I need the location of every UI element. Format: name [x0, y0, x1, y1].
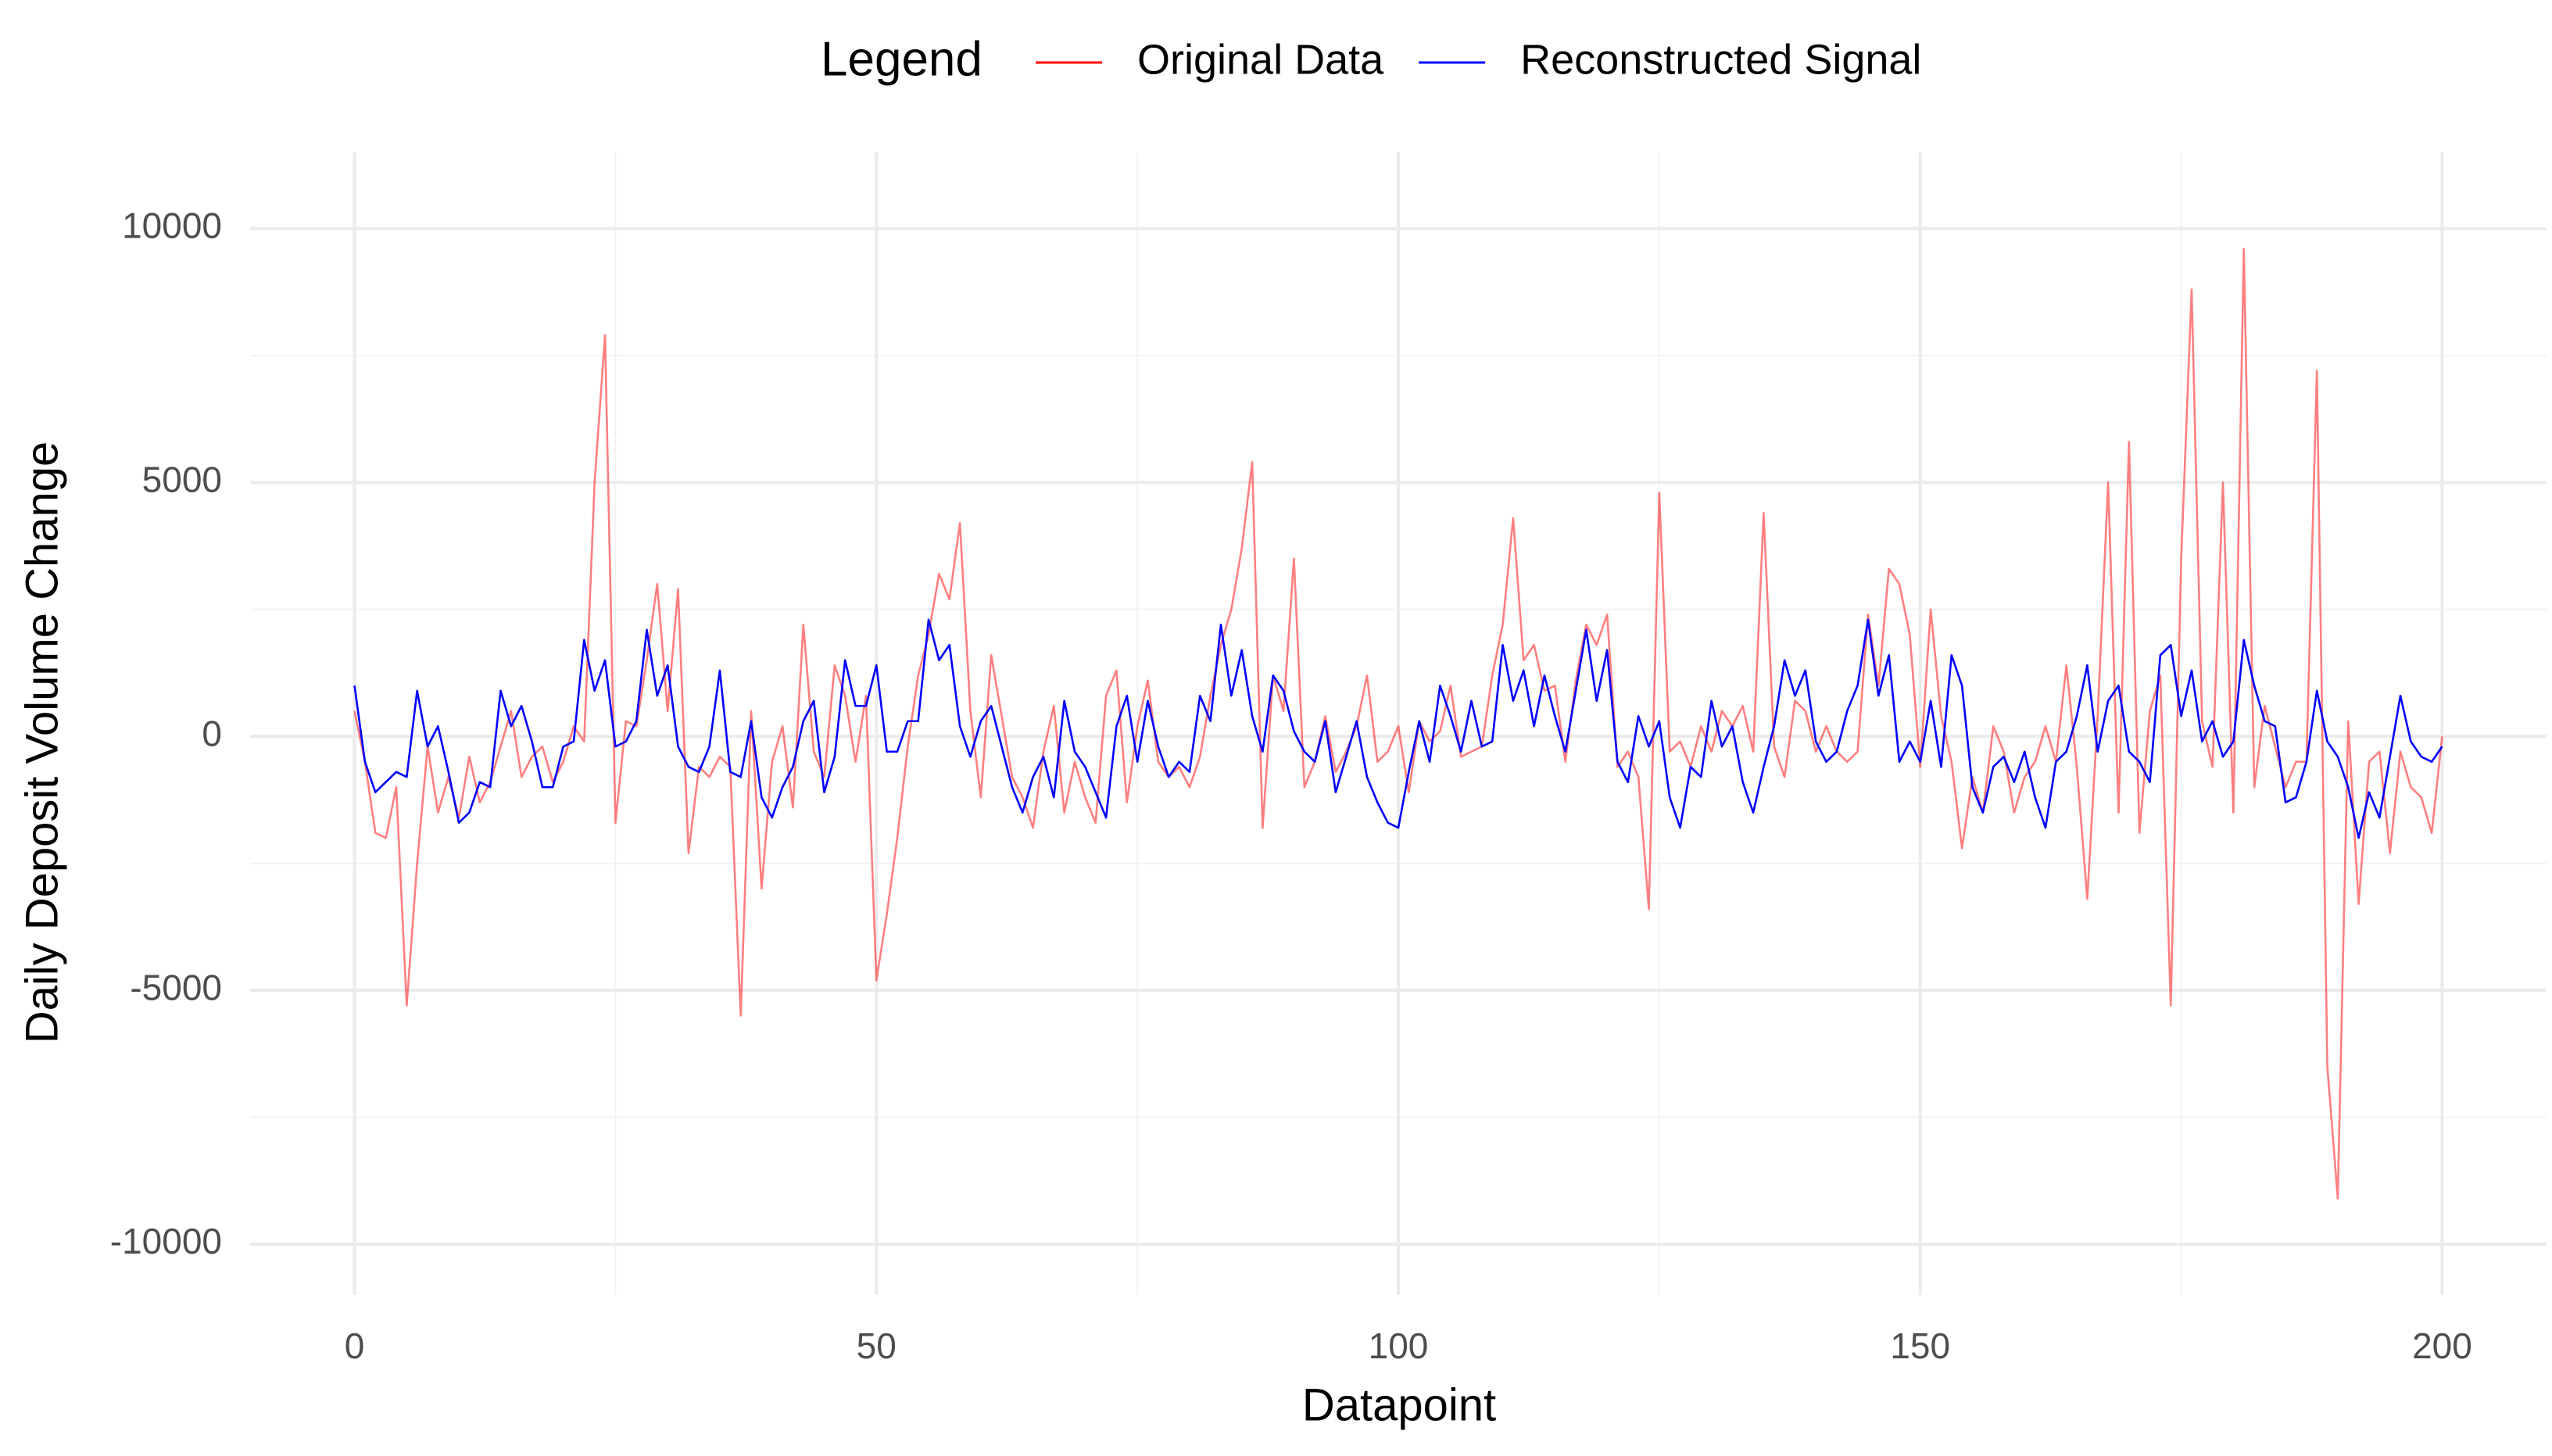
y-tick-label: 10000 [122, 206, 222, 246]
y-tick-label: 5000 [142, 460, 222, 500]
series-line [353, 248, 2443, 1200]
x-axis-title: Datapoint [1302, 1379, 1496, 1430]
y-tick-label: -10000 [110, 1221, 222, 1261]
legend-label: Reconstructed Signal [1520, 36, 1921, 83]
x-tick-label: 0 [345, 1325, 365, 1366]
legend-title: Legend [821, 32, 983, 86]
series-line [353, 618, 2443, 839]
legend-label: Original Data [1137, 36, 1384, 83]
y-axis-title: Daily Deposit Volume Change [16, 442, 67, 1044]
x-tick-label: 200 [2412, 1325, 2472, 1366]
x-tick-label: 50 [857, 1325, 897, 1366]
y-tick-label: 0 [202, 713, 222, 753]
x-tick-label: 150 [1890, 1325, 1950, 1366]
y-tick-label: -5000 [130, 967, 222, 1007]
x-tick-label: 100 [1369, 1325, 1429, 1366]
